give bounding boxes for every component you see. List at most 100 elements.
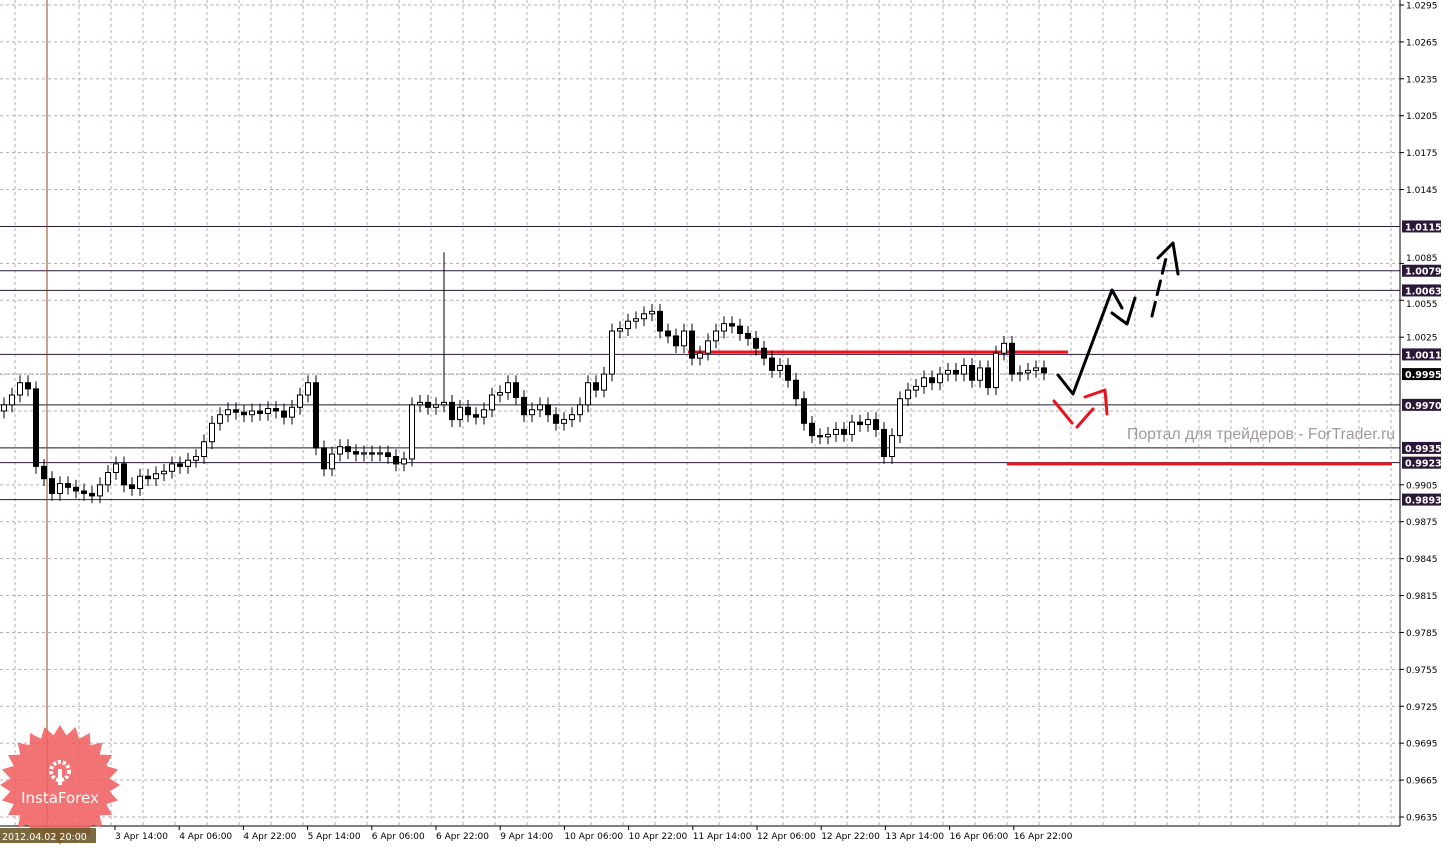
candle: [233, 402, 239, 420]
candle-body-bear: [177, 463, 183, 467]
candle: [345, 439, 351, 459]
candle-body-bear: [33, 388, 39, 467]
candle: [441, 252, 447, 413]
candle: [865, 412, 871, 432]
candle-body-bull: [625, 320, 631, 330]
x-tick-label: 10 Apr 22:00: [629, 832, 688, 842]
candles: [1, 252, 1047, 504]
x-tick-label: 16 Apr 22:00: [1014, 832, 1073, 842]
candle: [185, 452, 191, 474]
candle: [33, 381, 39, 474]
candle-body-bull: [97, 484, 103, 497]
candle: [809, 415, 815, 443]
candle: [329, 446, 335, 477]
candle-body-bear: [145, 475, 151, 480]
candle-body-bull: [905, 389, 911, 400]
candle-body-bull: [913, 385, 919, 391]
candle-body-bull: [569, 414, 575, 421]
level-price-label: 1.0063: [1405, 286, 1442, 297]
candle: [553, 407, 559, 431]
candle: [817, 428, 823, 445]
candle: [625, 313, 631, 336]
candle-body-bull: [225, 409, 231, 416]
y-tick-label: 0.9635: [1406, 814, 1438, 824]
candle-body-bear: [969, 364, 975, 381]
candle: [993, 345, 999, 396]
candle: [417, 395, 423, 413]
candle-body-bull: [289, 406, 295, 418]
candle-body-bear: [369, 452, 375, 455]
candle-body-bull: [169, 463, 175, 472]
level-price-label: 1.0011: [1405, 350, 1442, 361]
candle-body-bear: [425, 401, 431, 408]
x-tick-label: 12 Apr 22:00: [821, 832, 880, 842]
candle: [857, 414, 863, 432]
level-price-label-bg: [1402, 441, 1441, 454]
candle: [953, 363, 959, 382]
candle: [633, 311, 639, 329]
candle: [729, 316, 735, 334]
candle-body-bull: [305, 382, 311, 396]
candle: [121, 456, 127, 493]
candle: [401, 451, 407, 472]
candle-body-bear: [273, 408, 279, 412]
candle-body-bear: [65, 483, 71, 488]
candle-body-bear: [857, 421, 863, 426]
candle-body-bear: [385, 452, 391, 458]
candle: [353, 444, 359, 462]
candle: [713, 323, 719, 349]
y-tick-label: 0.9725: [1406, 703, 1438, 713]
candle: [569, 407, 575, 427]
candle: [457, 399, 463, 427]
level-price-label-bg: [1402, 493, 1441, 506]
candle-body-bull: [505, 382, 511, 394]
candle-body-bear: [665, 330, 671, 337]
candle: [977, 360, 983, 388]
candle-body-bear: [881, 428, 887, 458]
candle-body-bear: [929, 377, 935, 384]
y-tick-label: 1.0235: [1406, 75, 1438, 85]
candle: [593, 375, 599, 398]
instaforex-logo: InstaForex: [0, 725, 120, 845]
candle-body-bear: [313, 382, 319, 449]
candle-body-bull: [649, 310, 655, 315]
candle-body-bull: [921, 377, 927, 387]
candle: [833, 422, 839, 442]
candle: [561, 412, 567, 431]
x-tick-label: 16 Apr 06:00: [950, 832, 1009, 842]
candle: [753, 331, 759, 356]
candle: [241, 404, 247, 423]
candle: [369, 445, 375, 462]
forecast-arrow-dashed: [1150, 256, 1168, 318]
candle-body-bull: [961, 364, 967, 375]
candle-body-bear: [465, 406, 471, 416]
forecast-arrow-black: [1056, 288, 1124, 396]
candle-body-bull: [889, 435, 895, 458]
candle: [1041, 360, 1047, 381]
time-axis: 3 Apr 14:00 4 Apr 06:00 4 Apr 22:00 5 Apr 1…: [114, 826, 1073, 842]
candle: [481, 402, 487, 425]
candle: [145, 468, 151, 487]
candle-body-bull: [1001, 342, 1007, 354]
level-price-label-bg: [1402, 398, 1441, 411]
candle: [473, 407, 479, 425]
highlighted-date-label: 2012.04.02 20:00: [0, 828, 96, 843]
candle: [289, 399, 295, 425]
candle-body-bull: [265, 408, 271, 414]
level-price-label: 1.0079: [1405, 267, 1442, 278]
current-price-label: 0.9995: [1405, 370, 1442, 381]
level-price-label-bg: [1402, 348, 1441, 361]
candle-body-bear: [49, 478, 55, 494]
candle: [1017, 365, 1023, 382]
candle: [801, 391, 807, 431]
candle-body-bear: [353, 451, 359, 455]
candle: [177, 456, 183, 474]
candle: [497, 385, 503, 403]
candle: [617, 321, 623, 339]
candle: [225, 402, 231, 423]
forecast-arrow-black: [1110, 296, 1137, 326]
candle-body-bull: [1017, 372, 1023, 375]
candle-body-bull: [1033, 367, 1039, 371]
y-tick-label: 0.9875: [1406, 518, 1438, 528]
candle-body-bull: [1025, 369, 1031, 374]
